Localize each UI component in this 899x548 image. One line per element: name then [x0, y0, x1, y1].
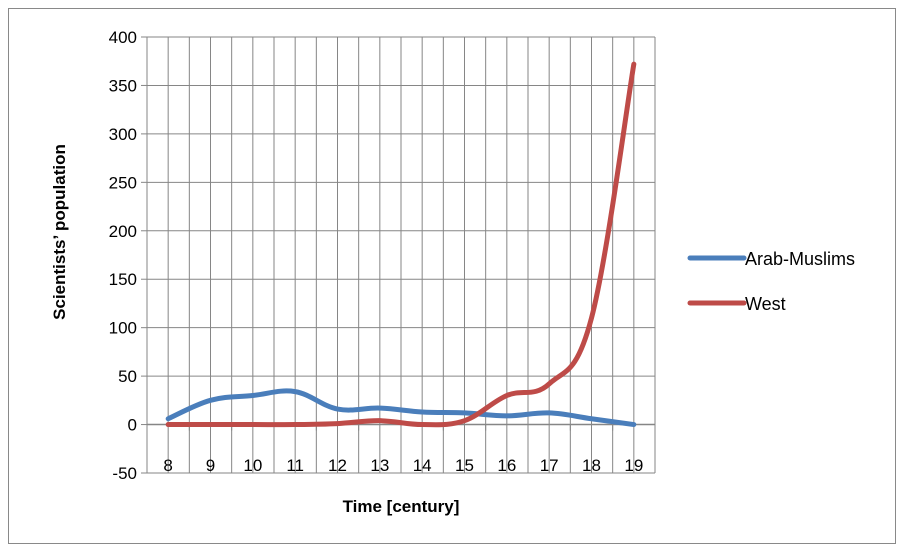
chart-frame [8, 8, 896, 544]
y-tick-label: 0 [128, 416, 137, 435]
legend-label: Arab-Muslims [745, 249, 855, 269]
x-tick-label: 14 [413, 456, 432, 475]
x-tick-label: 8 [163, 456, 172, 475]
x-tick-label: 16 [497, 456, 516, 475]
x-tick-label: 9 [206, 456, 215, 475]
x-tick-label: 10 [243, 456, 262, 475]
y-axis-title: Scientists’ population [50, 144, 69, 320]
x-tick-labels: 8 9 10 11 12 13 14 15 16 17 18 19 [163, 456, 643, 475]
x-tick-label: 18 [582, 456, 601, 475]
y-tick-label: 200 [109, 222, 137, 241]
x-axis-title: Time [century] [343, 497, 460, 516]
y-tick-label: 50 [118, 367, 137, 386]
x-tick-label: 12 [328, 456, 347, 475]
y-tick-label: 250 [109, 173, 137, 192]
legend: Arab-Muslims West [687, 249, 855, 314]
y-tick-label: 300 [109, 125, 137, 144]
legend-label: West [745, 294, 786, 314]
y-tick-label: 350 [109, 76, 137, 95]
x-tick-label: 15 [455, 456, 474, 475]
x-tick-label: 17 [540, 456, 559, 475]
x-tick-label: 11 [286, 456, 304, 475]
y-tick-label: -50 [112, 464, 137, 483]
x-tick-label: 19 [624, 456, 643, 475]
series-line-arab-muslims [165, 388, 637, 428]
y-tick-label: 100 [109, 319, 137, 338]
y-tick-labels: 400 350 300 250 200 150 100 50 0 -50 [109, 28, 137, 483]
x-tick-label: 13 [370, 456, 389, 475]
y-tick-label: 150 [109, 270, 137, 289]
series-layer [165, 61, 637, 428]
y-tick-label: 400 [109, 28, 137, 47]
series-line-west [165, 61, 637, 428]
